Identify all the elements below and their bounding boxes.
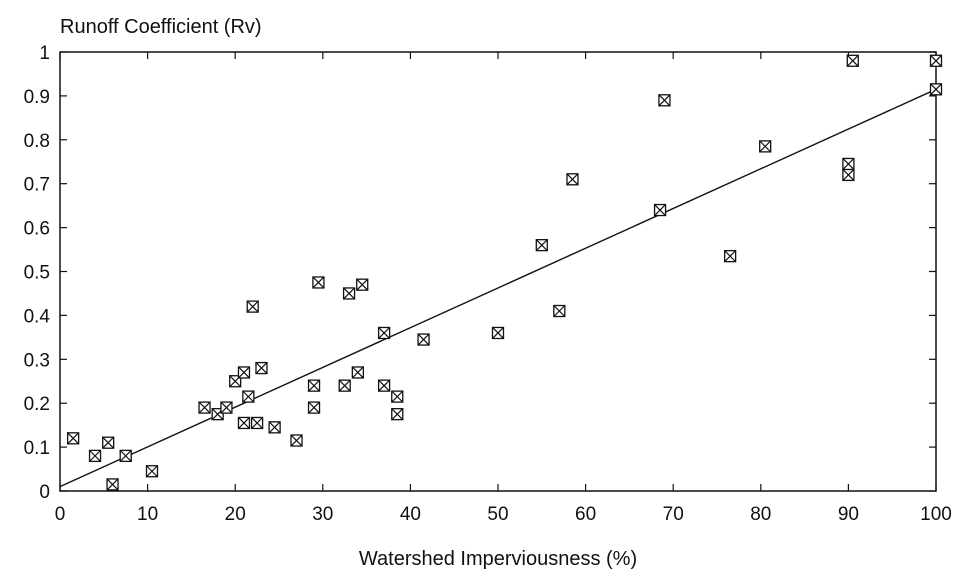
data-point xyxy=(255,361,268,375)
trendline xyxy=(59,88,937,488)
y-tick-label: 0.8 xyxy=(24,131,50,152)
data-point xyxy=(356,278,369,291)
data-point xyxy=(391,390,404,403)
data-point xyxy=(417,333,430,346)
data-point xyxy=(535,239,548,252)
data-point xyxy=(377,326,391,340)
data-point xyxy=(723,249,737,263)
y-tick-label: 0.6 xyxy=(24,219,50,240)
x-tick-label: 40 xyxy=(400,504,421,525)
data-point xyxy=(307,379,321,392)
x-tick-label: 10 xyxy=(137,504,158,525)
x-tick-label: 50 xyxy=(487,504,508,525)
data-point xyxy=(237,366,251,379)
data-point xyxy=(491,326,505,340)
data-point xyxy=(929,83,943,96)
data-point xyxy=(66,432,80,445)
y-tick-label: 1 xyxy=(39,43,50,64)
y-axis-title: Runoff Coefficient (Rv) xyxy=(60,16,262,38)
data-point xyxy=(290,434,303,447)
y-tick-label: 0.2 xyxy=(24,394,50,415)
data-point xyxy=(553,304,566,318)
data-point xyxy=(391,408,404,421)
y-axis: 0 0.1 0.2 0.3 0.4 0.5 0.6 0.7 0.8 0.9 1 xyxy=(24,43,936,503)
data-point xyxy=(307,401,321,414)
data-point xyxy=(102,436,115,449)
data-point xyxy=(106,478,119,491)
data-point xyxy=(846,54,859,67)
data-point xyxy=(653,203,667,217)
x-tick-label: 100 xyxy=(920,504,952,525)
data-point xyxy=(220,401,233,414)
y-tick-label: 0.4 xyxy=(24,306,51,327)
x-tick-label: 70 xyxy=(663,504,684,525)
data-point xyxy=(88,449,102,463)
data-point xyxy=(250,416,264,430)
data-point xyxy=(351,366,364,379)
data-point xyxy=(566,173,579,186)
trendline-layer xyxy=(59,88,937,488)
data-point xyxy=(246,300,259,313)
data-point xyxy=(842,157,855,171)
y-tick-label: 0.5 xyxy=(24,263,50,284)
data-point xyxy=(242,390,255,403)
data-point xyxy=(342,287,356,300)
data-point xyxy=(658,94,671,107)
data-point xyxy=(929,54,943,67)
x-tick-label: 90 xyxy=(838,504,859,525)
x-tick-label: 60 xyxy=(575,504,596,525)
y-tick-label: 0 xyxy=(39,482,50,503)
data-point xyxy=(119,449,132,463)
x-axis: 0 10 20 30 40 50 60 70 80 90 100 xyxy=(55,52,952,525)
y-tick-label: 0.7 xyxy=(24,175,50,196)
y-tick-label: 0.9 xyxy=(24,87,50,108)
x-tick-label: 30 xyxy=(312,504,333,525)
data-points xyxy=(66,54,943,491)
data-point xyxy=(145,465,159,478)
x-axis-title: Watershed Imperviousness (%) xyxy=(359,548,637,570)
data-point xyxy=(842,168,855,182)
data-point xyxy=(312,276,325,289)
x-tick-label: 20 xyxy=(225,504,246,525)
y-tick-label: 0.1 xyxy=(24,438,50,459)
data-point xyxy=(338,379,351,392)
x-tick-label: 0 xyxy=(55,504,66,525)
plot-frame xyxy=(59,51,937,492)
data-point xyxy=(377,379,391,392)
data-point xyxy=(268,421,281,434)
y-tick-label: 0.3 xyxy=(24,350,50,371)
data-point xyxy=(198,401,211,414)
data-point xyxy=(237,416,251,430)
data-point xyxy=(759,140,772,153)
x-tick-label: 80 xyxy=(750,504,771,525)
